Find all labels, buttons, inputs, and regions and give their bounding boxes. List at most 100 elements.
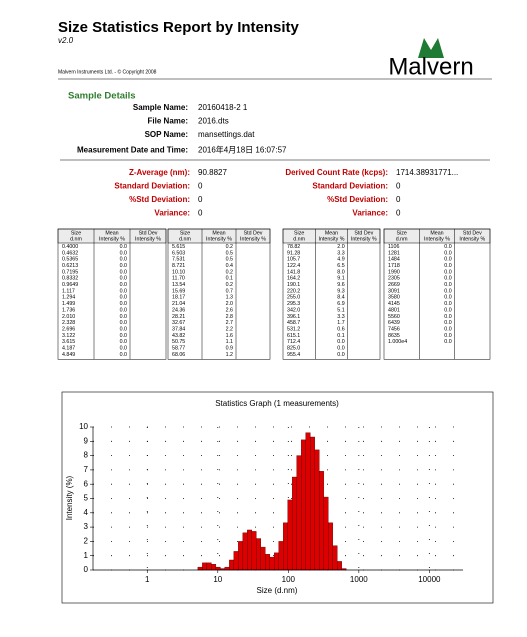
x-tick-label: 100: [282, 575, 296, 584]
field-label: Measurement Date and Time:: [77, 146, 188, 155]
logo-text: Malvern: [388, 53, 473, 80]
size-cell: 122.4: [287, 263, 300, 269]
intensity-cell: 0.0: [444, 257, 451, 263]
histogram-bar: [211, 564, 217, 571]
intensity-cell: 0.0: [444, 244, 451, 250]
size-cell: 1718: [388, 263, 400, 269]
y-tick-label: 1: [84, 551, 89, 560]
size-cell: 141.8: [287, 269, 300, 275]
table-border: [282, 228, 381, 360]
size-cell: 2.010: [62, 314, 75, 320]
intensity-cell: 0.0: [120, 250, 127, 256]
size-cell: 6.503: [172, 250, 185, 256]
intensity-cell: 0.0: [120, 326, 127, 332]
histogram-bar: [287, 499, 293, 571]
size-cell: 7.531: [172, 257, 185, 263]
size-cell: 1281: [388, 250, 400, 256]
intensity-cell: 0.0: [337, 352, 344, 358]
size-cell: 0.4632: [62, 250, 78, 256]
histogram-bar: [265, 554, 270, 571]
size-cell: 4801: [388, 307, 400, 313]
y-tick-label: 0: [84, 565, 89, 574]
y-tick-label: 6: [84, 479, 89, 488]
size-cell: 3.615: [62, 339, 75, 345]
result-value: 0: [396, 195, 401, 204]
intensity-cell: 3.3: [337, 250, 344, 256]
column-header: Size: [294, 230, 304, 236]
table-border: [167, 228, 271, 360]
intensity-cell: 0.0: [120, 301, 127, 307]
field-value: 20160418-2 1: [198, 103, 248, 112]
size-cell: 342.0: [287, 307, 300, 313]
x-tick-label: 10000: [418, 575, 441, 584]
histogram-bar: [206, 562, 212, 571]
size-cell: 295.3: [287, 301, 300, 307]
intensity-cell: 0.0: [120, 346, 127, 352]
size-cell: 1484: [388, 257, 400, 263]
size-cell: 24.36: [172, 307, 185, 313]
size-cell: 3.122: [62, 333, 75, 339]
sample-fields: Sample Name: 20160418-2 1 File Name: 2016.d…: [77, 103, 287, 155]
intensity-cell: 0.0: [444, 320, 451, 326]
x-tick-label: 1: [145, 575, 150, 584]
size-cell: 4.187: [62, 346, 75, 352]
size-cell: 1106: [388, 244, 399, 250]
size-cell: 712.4: [287, 339, 300, 345]
result-label: Standard Deviation:: [312, 182, 388, 191]
histogram-bar: [323, 496, 329, 571]
histogram-bar: [296, 455, 302, 571]
histogram-bar: [292, 476, 297, 571]
column-header: Size: [71, 230, 81, 236]
intensity-cell: 0.5: [226, 250, 233, 256]
column-header: Intensity %: [135, 236, 161, 242]
size-cell: 58.77: [172, 346, 185, 352]
column-header: Std Dev: [354, 230, 373, 236]
histogram-bar: [242, 532, 248, 571]
plot-area: 0 1 2 3 4 5 6 7 8 9 10 1 10 100 1000 10000: [79, 422, 463, 584]
intensity-cell: 1.6: [226, 333, 233, 339]
size-cell: 220.2: [287, 288, 300, 294]
size-cell: 15.69: [172, 288, 185, 294]
size-cell: 78.82: [287, 244, 300, 250]
intensity-cell: 9.6: [337, 282, 344, 288]
intensity-cell: 0.2: [226, 244, 233, 250]
size-cell: 18.17: [172, 295, 185, 301]
y-tick-label: 4: [84, 508, 89, 517]
size-cell: 1.499: [62, 301, 75, 307]
column-header: Mean: [325, 230, 338, 236]
intensity-cell: 0.0: [120, 295, 127, 301]
histogram-bar: [278, 541, 284, 571]
histogram-bar: [274, 552, 279, 571]
size-cell: 0.9649: [62, 282, 78, 288]
column-header: Intensity %: [206, 236, 232, 242]
intensity-cell: 0.5: [226, 257, 233, 263]
size-cell: 5560: [388, 314, 400, 320]
size-cell: 164.2: [287, 276, 300, 282]
size-cell: 0.7195: [62, 269, 78, 275]
report-title: Size Statistics Report by Intensity: [58, 19, 300, 36]
size-cell: 955.4: [287, 352, 300, 358]
size-cell: 43.82: [172, 333, 185, 339]
intensity-cell: 9.1: [337, 276, 344, 282]
histogram-bar: [332, 545, 338, 571]
size-cell: 5.615: [172, 244, 185, 250]
size-cell: 28.21: [172, 314, 185, 320]
size-cell: 13.54: [172, 282, 185, 288]
size-cell: 0.8332: [62, 276, 78, 282]
intensity-cell: 0.9: [226, 346, 233, 352]
intensity-cell: 0.0: [444, 276, 451, 282]
size-cell: 37.84: [172, 326, 185, 332]
size-cell: 0.5365: [62, 257, 78, 263]
column-header: d.nm: [70, 236, 82, 242]
size-cell: 7456: [388, 326, 400, 332]
intensity-cell: 2.7: [226, 320, 233, 326]
intensity-cell: 1.2: [226, 352, 233, 358]
size-cell: 615.1: [287, 333, 300, 339]
size-cell: 3091: [388, 288, 400, 294]
result-label: Z-Average (nm):: [129, 168, 190, 177]
x-tick-label: 1000: [350, 575, 368, 584]
